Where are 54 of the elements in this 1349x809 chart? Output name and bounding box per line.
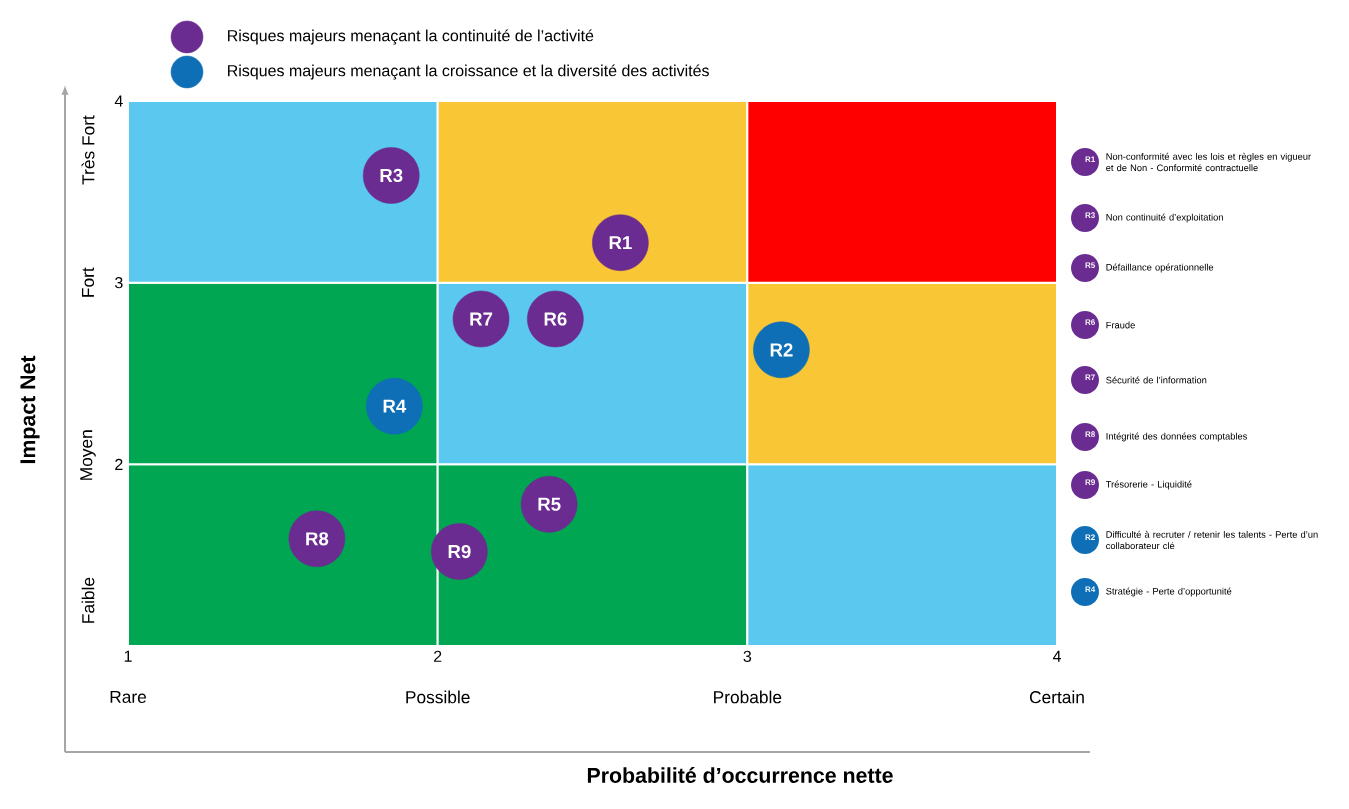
annotation: R4 [383, 399, 407, 413]
text: R4 [1085, 586, 1096, 592]
text: Stratégie - Perte d’opportunité [1106, 587, 1232, 597]
text: R2 [1085, 534, 1095, 540]
y-tick-label: 4 [114, 95, 123, 107]
text: Faible [81, 577, 95, 623]
annotation: R6 [544, 312, 567, 326]
text: R5 [1085, 262, 1096, 268]
text: Rare [110, 690, 147, 704]
text: Trésorerie - Liquidité [1105, 480, 1192, 490]
x-tick-label: 1 [124, 650, 132, 662]
text: R9 [1085, 479, 1095, 485]
text: Sécurité de l’information [1106, 376, 1207, 384]
annotation: R1 [609, 236, 632, 250]
x-axis-title: Probabilité d’occurrence nette [587, 767, 893, 783]
annotation: R2 [770, 343, 793, 357]
annotation: R3 [380, 168, 403, 183]
text: Probable [714, 690, 782, 704]
text: Défaillance opérationnelle [1106, 263, 1214, 273]
annotation: R8 [306, 532, 329, 546]
text: Certain [1029, 690, 1084, 704]
x-tick-label: 2 [434, 650, 442, 662]
point [592, 214, 649, 271]
annotation: R7 [470, 312, 493, 326]
legend-label: Risques majeurs menaçant la continuité de l’activité [228, 29, 594, 45]
y-tick-label: 2 [115, 458, 123, 470]
text: Très Fort [81, 115, 95, 185]
text: R3 [1085, 212, 1095, 218]
annotation: R9 [448, 544, 471, 559]
point [431, 523, 488, 580]
text: Intégrité des données comptables [1106, 432, 1247, 442]
point [288, 510, 346, 568]
text: R6 [1085, 319, 1095, 325]
point [527, 290, 584, 348]
text: Possible [406, 690, 470, 704]
text: Fort [81, 267, 95, 297]
legend-label: Risques majeurs menaçant la croissance et la diversité des activités [228, 64, 709, 80]
text: Moyen [80, 430, 96, 480]
text: Non continuité d’exploitation [1106, 213, 1223, 223]
point [520, 476, 578, 533]
x-tick-label: 4 [1052, 650, 1061, 662]
text: R7 [1085, 374, 1095, 380]
text: Non-conformité avec les lois et règles en vigueur et de Non - Conformité contractuelle [1106, 152, 1311, 172]
text: Fraude [1106, 321, 1135, 329]
y-tick-label: 3 [115, 277, 123, 289]
text: R8 [1085, 431, 1095, 437]
point [753, 321, 810, 379]
annotation: R5 [538, 497, 561, 511]
point [362, 147, 420, 204]
text: R1 [1085, 156, 1096, 162]
text: Difficulté à recruter / retenir les talents - Perte d’un collaborateur clé [1106, 530, 1318, 550]
point [452, 290, 510, 348]
x-tick-label: 3 [743, 650, 752, 663]
y-axis-title: Impact Net [20, 355, 40, 464]
